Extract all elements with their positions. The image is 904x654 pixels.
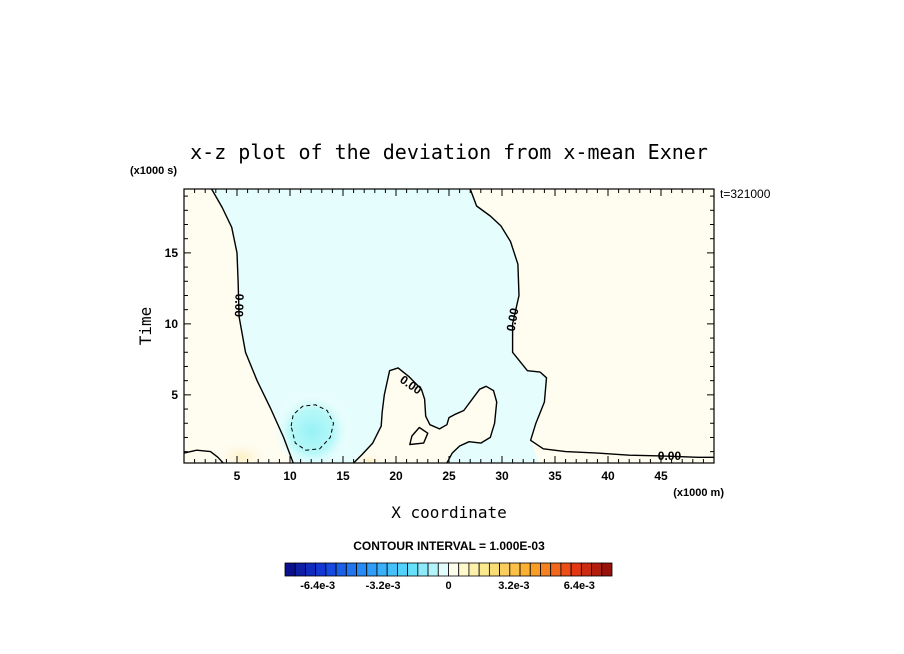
colorbar-cell (397, 562, 409, 577)
colorbar-cell (407, 562, 419, 577)
colorbar-cell (550, 562, 562, 577)
colorbar-cell (325, 562, 337, 577)
colorbar-cell (437, 562, 449, 577)
x-tick-label: 45 (654, 469, 668, 483)
colorbar-tick-label: -6.4e-3 (300, 580, 335, 592)
colorbar-cell (386, 562, 398, 577)
zero-contour-line (210, 189, 294, 463)
colorbar-cell (509, 562, 521, 577)
chart-title: x-z plot of the deviation from x-mean Ex… (190, 140, 708, 164)
colorbar-tick-label: 6.4e-3 (564, 580, 595, 592)
y-ticks: 5 10 15 (165, 195, 714, 453)
zero-contour-line (184, 449, 224, 463)
colorbar-cell (294, 562, 306, 577)
colorbar-cell (305, 562, 317, 577)
colorbar-cell (499, 562, 511, 577)
x-tick-label: 20 (389, 469, 403, 483)
colorbar-cell (601, 562, 613, 577)
y-axis-label: Time (136, 307, 155, 346)
colorbar-cell (458, 562, 470, 577)
positive-blob (210, 433, 275, 463)
colorbar-cell (335, 562, 347, 577)
colorbar-cell (284, 562, 296, 577)
colorbar-cell (519, 562, 531, 577)
colorbar-cell (529, 562, 541, 577)
colorbar-cell (580, 562, 592, 577)
contour-interval-label: CONTOUR INTERVAL = 1.000E-03 (353, 539, 545, 553)
contour-label: 0.00 (504, 307, 522, 333)
zero-contour-line (409, 426, 429, 446)
colorbar-tick-label: 0 (445, 580, 451, 592)
colorbar-tick-label: 3.2e-3 (498, 580, 529, 592)
x-axis-label: X coordinate (391, 503, 507, 522)
x-tick-label: 5 (234, 469, 241, 483)
colorbar-cell (376, 562, 388, 577)
colorbar-cell (488, 562, 500, 577)
colorbar-cell (427, 562, 439, 577)
colorbar-cell (315, 562, 327, 577)
contour-label: 0.00 (232, 293, 247, 317)
plot-area: 0.000.000.000.00 (184, 189, 714, 463)
colorbar-cell (540, 562, 552, 577)
negative-core-shading (272, 387, 353, 463)
y-unit-note: (x1000 s) (130, 165, 177, 177)
negative-contours (290, 404, 335, 451)
x-tick-label: 40 (601, 469, 615, 483)
y-tick-label: 10 (165, 317, 179, 331)
zero-contour-line (353, 367, 498, 463)
colorbar-cell (417, 562, 429, 577)
colorbar-cell (345, 562, 357, 577)
x-tick-label: 10 (283, 469, 297, 483)
x-tick-label: 30 (495, 469, 509, 483)
colorbar-cell (570, 562, 582, 577)
colorbar-cell (448, 562, 460, 577)
colorbar-tick-label: -3.2e-3 (366, 580, 401, 592)
x-unit-note: (x1000 m) (673, 487, 724, 499)
colorbar-cell (468, 562, 480, 577)
colorbar-cell (478, 562, 490, 577)
x-tick-label: 15 (336, 469, 350, 483)
contour-label: 0.00 (658, 449, 682, 463)
x-tick-label: 25 (442, 469, 456, 483)
x-ticks: 5 10 15 20 25 30 35 40 45 (194, 189, 704, 483)
y-tick-label: 5 (171, 388, 178, 402)
zero-contours (184, 189, 714, 463)
zero-contour-line (469, 189, 714, 458)
y-tick-label: 15 (165, 246, 179, 260)
colorbar-cell (366, 562, 378, 577)
colorbar (284, 562, 613, 577)
x-tick-label: 35 (548, 469, 562, 483)
negative-contour-line (290, 404, 335, 451)
time-stamp: t=321000 (720, 187, 771, 201)
positive-blob-small (351, 448, 388, 463)
colorbar-tick-labels: -6.4e-3 -3.2e-3 0 3.2e-3 6.4e-3 (300, 580, 595, 592)
colorbar-cell (560, 562, 572, 577)
colorbar-cell (356, 562, 368, 577)
colorbar-cell (591, 562, 603, 577)
